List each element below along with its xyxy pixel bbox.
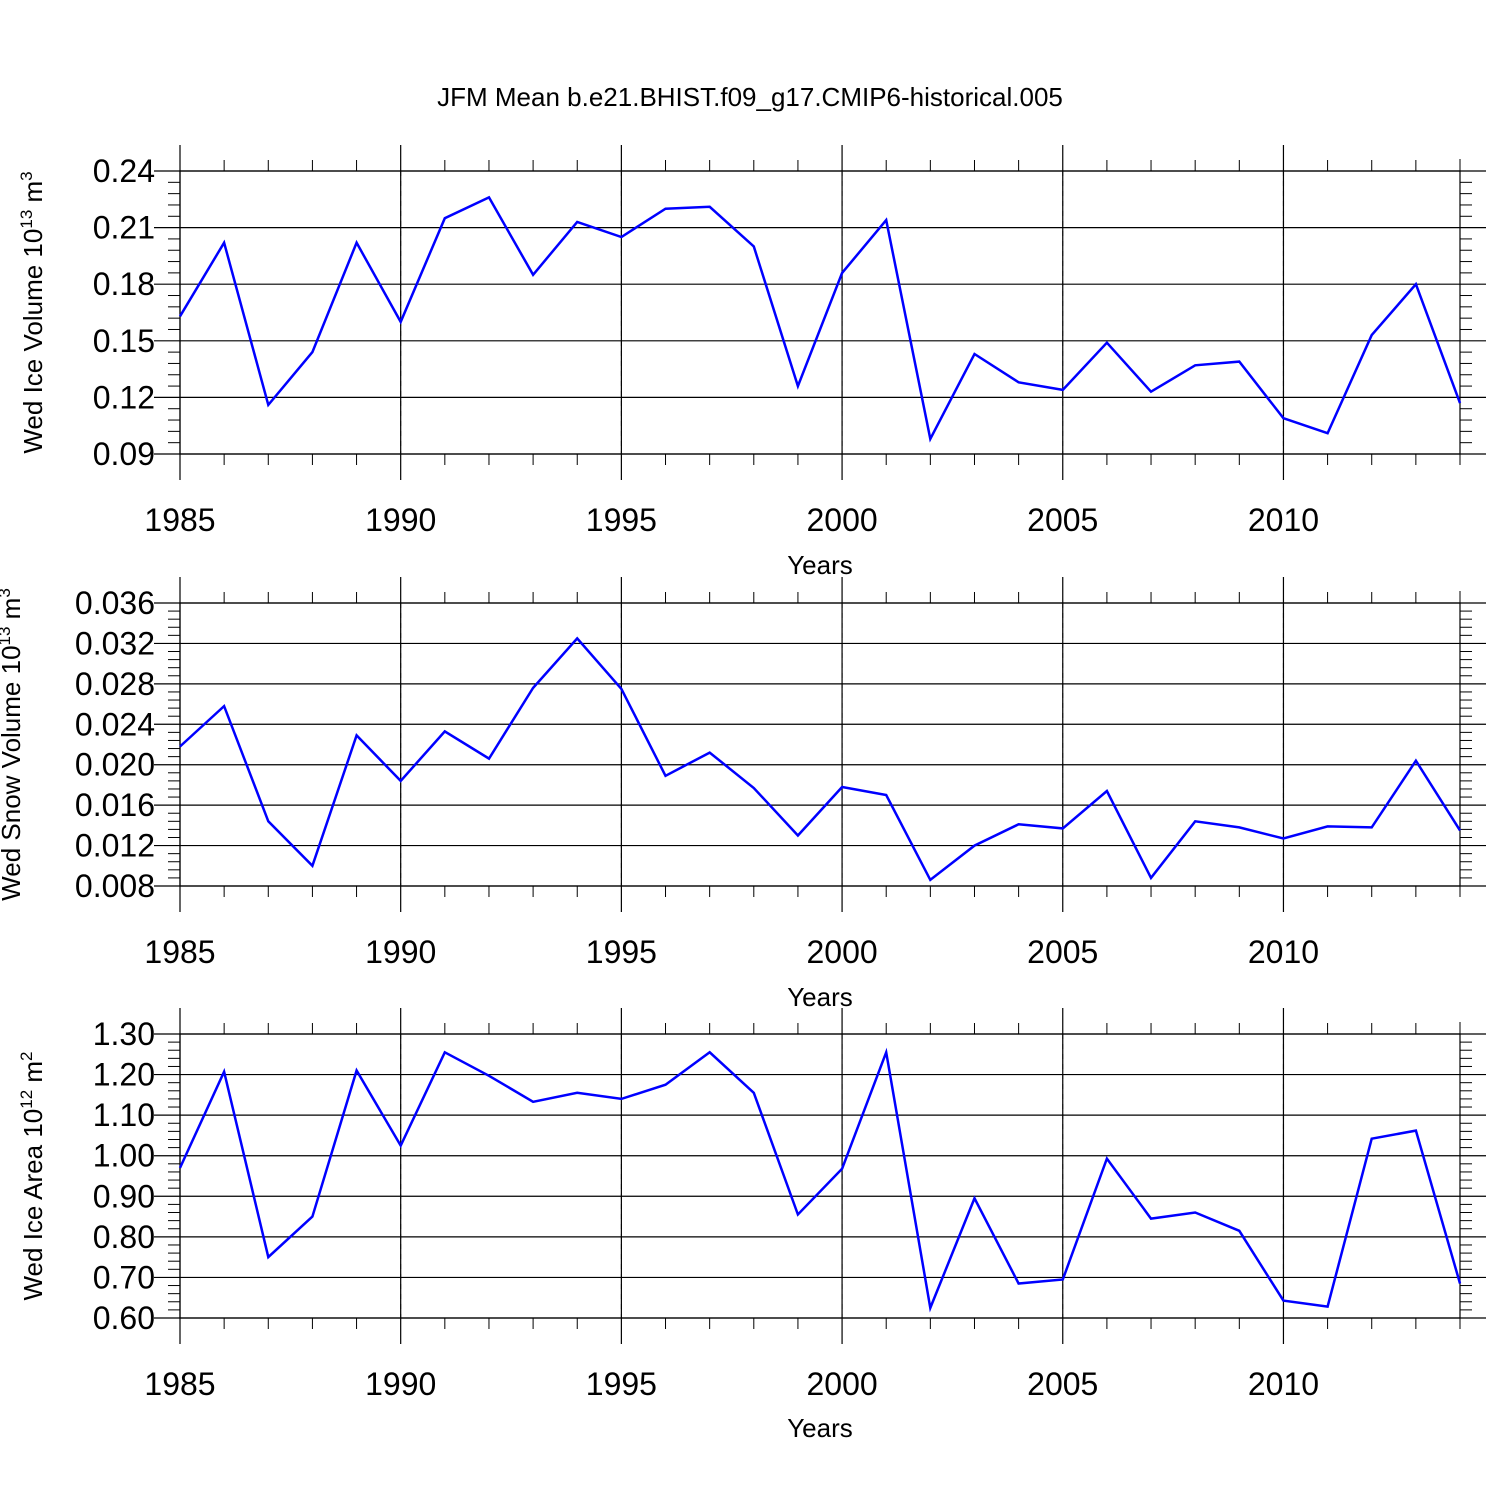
x-tick-label: 2010 — [1248, 502, 1319, 538]
plot-area: 1985 1990 1995 2000 2005 2010 0.036 0.032 0.028 0… — [75, 577, 1486, 970]
y-tick-label: 0.21 — [93, 210, 155, 246]
ylabel-exponent: 13 — [17, 210, 36, 229]
x-tick-label: 1990 — [365, 1366, 436, 1402]
series-line — [178, 1047, 1462, 1313]
y-tick-label: 0.70 — [93, 1259, 155, 1295]
x-tick-label: 1995 — [586, 934, 657, 970]
y-tick-label: 0.18 — [93, 266, 155, 302]
y-axis-title: Wed Ice Area 1012 m2 — [17, 1051, 48, 1300]
ylabel-unit-exponent: 2 — [17, 1051, 36, 1060]
y-tick-label: 1.00 — [93, 1138, 155, 1174]
x-tick-label: 1985 — [144, 502, 215, 538]
x-tick-label: 2010 — [1248, 934, 1319, 970]
series-line — [178, 195, 1462, 443]
y-tick-label: 0.90 — [93, 1178, 155, 1214]
y-tick-label: 0.24 — [93, 153, 155, 189]
series-line — [179, 636, 1462, 882]
y-tick-label: 0.032 — [75, 625, 155, 661]
y-tick-label: 0.012 — [75, 828, 155, 864]
ylabel-unit: m — [0, 598, 26, 627]
ylabel-unit-exponent: 3 — [0, 588, 14, 597]
plot-frame — [179, 170, 1461, 455]
y-tick-label: 0.60 — [93, 1300, 155, 1336]
x-tick-label: 1985 — [144, 1366, 215, 1402]
panel-snow-volume: 1985 1990 1995 2000 2005 2010 0.036 0.032 0.028 0… — [0, 577, 1486, 1012]
y-tick-label: 0.036 — [75, 585, 155, 621]
y-tick-label: 0.80 — [93, 1219, 155, 1255]
y-tick-label: 1.10 — [93, 1097, 155, 1133]
plot-frame — [179, 602, 1461, 887]
x-tick-label: 1995 — [586, 502, 657, 538]
x-tick-label: 2010 — [1248, 1366, 1319, 1402]
figure-title: JFM Mean b.e21.BHIST.f09_g17.CMIP6-histo… — [437, 82, 1063, 112]
x-axis-title: Years — [787, 1413, 853, 1443]
ylabel-unit: m — [18, 181, 48, 210]
x-tick-label: 1985 — [144, 934, 215, 970]
y-tick-label: 1.30 — [93, 1016, 155, 1052]
x-tick-label: 1995 — [586, 1366, 657, 1402]
y-axis-title: Wed Ice Volume 1013 m3 — [17, 171, 48, 453]
y-tick-label: 0.028 — [75, 666, 155, 702]
y-tick-label: 0.12 — [93, 379, 155, 415]
x-tick-label: 2005 — [1027, 1366, 1098, 1402]
x-tick-label: 2000 — [806, 934, 877, 970]
y-tick-label: 0.09 — [93, 436, 155, 472]
y-tick-label: 1.20 — [93, 1057, 155, 1093]
x-tick-label: 1990 — [365, 502, 436, 538]
x-axis-title: Years — [787, 982, 853, 1012]
x-axis-title: Years — [787, 550, 853, 580]
ylabel-exponent: 13 — [0, 627, 14, 646]
y-tick-label: 0.020 — [75, 747, 155, 783]
ylabel-unit: m — [18, 1061, 48, 1090]
x-tick-label: 2005 — [1027, 502, 1098, 538]
ylabel-exponent: 12 — [17, 1090, 36, 1109]
panel-ice-volume: 1985 1990 1995 2000 2005 2010 0.24 0.21 0.18 0.15… — [17, 145, 1486, 580]
ylabel-text: Wed Ice Area 10 — [18, 1109, 48, 1301]
ylabel-text: Wed Ice Volume 10 — [18, 229, 48, 454]
x-tick-label: 2005 — [1027, 934, 1098, 970]
x-tick-label: 2000 — [806, 1366, 877, 1402]
ylabel-text: Wed Snow Volume 10 — [0, 645, 26, 900]
x-tick-label: 1990 — [365, 934, 436, 970]
plot-area: 1985 1990 1995 2000 2005 2010 0.24 0.21 0.18 0.15… — [93, 145, 1486, 538]
panel-ice-area: 1985 1990 1995 2000 2005 2010 1.30 1.20 1.10 1.00… — [17, 1008, 1486, 1443]
y-tick-label: 0.15 — [93, 323, 155, 359]
x-tick-label: 2000 — [806, 502, 877, 538]
y-axis-title: Wed Snow Volume 1013 m3 — [0, 588, 26, 901]
y-tick-label: 0.024 — [75, 706, 155, 742]
y-tick-label: 0.016 — [75, 787, 155, 823]
plot-area: 1985 1990 1995 2000 2005 2010 1.30 1.20 1.10 1.00… — [93, 1008, 1486, 1402]
y-tick-label: 0.008 — [75, 868, 155, 904]
ylabel-unit-exponent: 3 — [17, 171, 36, 180]
